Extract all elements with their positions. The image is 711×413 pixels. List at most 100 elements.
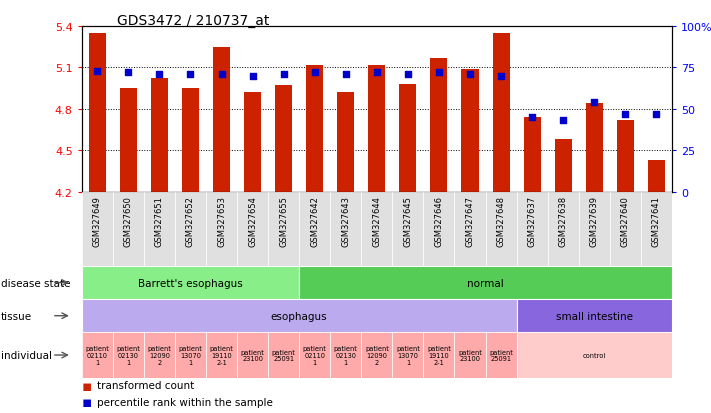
Point [278, 71, 289, 78]
Bar [268, 192, 299, 266]
Text: individual: individual [1, 350, 52, 360]
Text: patient
19110
2-1: patient 19110 2-1 [427, 345, 451, 365]
Point [309, 70, 321, 76]
Text: patient
13070
1: patient 13070 1 [396, 345, 419, 365]
Bar [454, 332, 486, 378]
Bar [392, 192, 424, 266]
Point [433, 70, 444, 76]
Bar [206, 332, 237, 378]
Bar [82, 299, 517, 332]
Text: patient
12090
2: patient 12090 2 [365, 345, 389, 365]
Text: tissue: tissue [1, 311, 32, 321]
Text: GSM327643: GSM327643 [341, 196, 351, 247]
Bar [275, 86, 292, 192]
Bar [517, 192, 547, 266]
Text: Barrett's esophagus: Barrett's esophagus [138, 278, 243, 288]
Bar [182, 89, 199, 192]
Point [185, 71, 196, 78]
Point [340, 71, 351, 78]
Text: patient
02110
1: patient 02110 1 [85, 345, 109, 365]
Bar [330, 332, 361, 378]
Text: patient
23100: patient 23100 [240, 349, 264, 361]
Bar [368, 65, 385, 192]
Text: GSM327639: GSM327639 [589, 196, 599, 247]
Text: percentile rank within the sample: percentile rank within the sample [97, 396, 273, 407]
Text: GSM327649: GSM327649 [93, 196, 102, 247]
Bar [82, 266, 299, 299]
Text: GSM327640: GSM327640 [621, 196, 630, 247]
Point [464, 71, 476, 78]
Bar [648, 160, 665, 192]
Bar [113, 332, 144, 378]
Bar [113, 192, 144, 266]
Bar [175, 192, 206, 266]
Text: GSM327642: GSM327642 [310, 196, 319, 247]
Text: GSM327655: GSM327655 [279, 196, 288, 247]
Text: patient
02110
1: patient 02110 1 [303, 345, 326, 365]
Bar [244, 93, 261, 192]
Text: ▪: ▪ [82, 377, 92, 393]
Text: disease state: disease state [1, 278, 70, 288]
Text: small intestine: small intestine [556, 311, 633, 321]
Text: GSM327645: GSM327645 [403, 196, 412, 247]
Point [619, 111, 631, 118]
Bar [392, 332, 424, 378]
Text: GSM327650: GSM327650 [124, 196, 133, 247]
Bar [361, 332, 392, 378]
Bar [306, 65, 324, 192]
Point [496, 73, 507, 80]
Text: control: control [582, 352, 606, 358]
Bar [517, 299, 672, 332]
Bar [120, 89, 137, 192]
Point [526, 114, 538, 121]
Text: esophagus: esophagus [271, 311, 328, 321]
Bar [486, 192, 517, 266]
Bar [213, 47, 230, 192]
Point [371, 70, 383, 76]
Text: GSM327647: GSM327647 [466, 196, 474, 247]
Point [154, 71, 165, 78]
Text: ▪: ▪ [82, 394, 92, 409]
Text: patient
13070
1: patient 13070 1 [178, 345, 203, 365]
Bar [430, 59, 447, 192]
Text: GSM327638: GSM327638 [559, 196, 567, 247]
Bar [400, 85, 417, 192]
Text: GSM327651: GSM327651 [155, 196, 164, 247]
Bar [82, 192, 113, 266]
Bar [299, 192, 330, 266]
Text: GSM327653: GSM327653 [217, 196, 226, 247]
Bar [493, 34, 510, 192]
Bar [424, 192, 454, 266]
Point [92, 68, 103, 75]
Bar [337, 93, 354, 192]
Bar [144, 192, 175, 266]
Text: GSM327641: GSM327641 [652, 196, 661, 247]
Text: GSM327652: GSM327652 [186, 196, 195, 247]
Bar [299, 266, 672, 299]
Bar [454, 192, 486, 266]
Text: patient
19110
2-1: patient 19110 2-1 [210, 345, 233, 365]
Point [247, 73, 258, 80]
Bar [330, 192, 361, 266]
Point [589, 100, 600, 106]
Bar [268, 332, 299, 378]
Text: patient
25091: patient 25091 [489, 349, 513, 361]
Bar [151, 79, 168, 192]
Text: GSM327637: GSM327637 [528, 196, 537, 247]
Bar [144, 332, 175, 378]
Text: patient
02130
1: patient 02130 1 [117, 345, 140, 365]
Bar [237, 332, 268, 378]
Text: patient
25091: patient 25091 [272, 349, 296, 361]
Text: patient
12090
2: patient 12090 2 [147, 345, 171, 365]
Text: GSM327646: GSM327646 [434, 196, 444, 247]
Bar [299, 332, 330, 378]
Point [402, 71, 414, 78]
Bar [517, 332, 672, 378]
Point [216, 71, 228, 78]
Bar [523, 118, 540, 192]
Bar [206, 192, 237, 266]
Text: GSM327654: GSM327654 [248, 196, 257, 247]
Text: patient
23100: patient 23100 [458, 349, 482, 361]
Point [123, 70, 134, 76]
Text: patient
02130
1: patient 02130 1 [334, 345, 358, 365]
